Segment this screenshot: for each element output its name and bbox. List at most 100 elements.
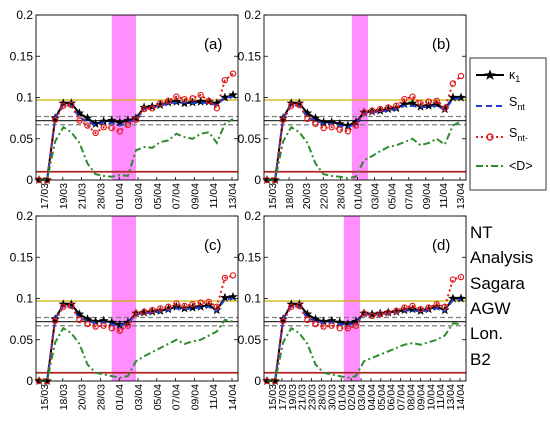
panel-label: (d) — [432, 237, 450, 254]
point-circle — [304, 316, 311, 324]
ytick-label: 0 — [26, 173, 33, 187]
point-circle — [441, 303, 449, 310]
panel-b: 0 0.05 0.1 0.15 0.2 15/03 18/03 20/03 22/03 28/03… — [238, 8, 467, 209]
point-circle — [221, 274, 229, 282]
xtick-label: 05/04 — [152, 384, 164, 410]
shaded-period — [343, 216, 360, 381]
xtick-label: 21/03 — [297, 384, 309, 410]
point-star — [179, 303, 190, 313]
legend-label-snt-minus: Snt- — [509, 126, 528, 143]
point-circle — [279, 317, 287, 324]
point-circle — [328, 123, 335, 131]
xtick-label: 22/03 — [318, 183, 330, 209]
ytick-label: 0.05 — [238, 132, 262, 146]
ytick-label: 0 — [254, 173, 261, 187]
point-circle — [336, 325, 343, 332]
point-star — [42, 376, 52, 385]
point-star — [310, 314, 321, 324]
xtick-label: 11/04 — [435, 384, 447, 410]
xtick-label: 01/04 — [114, 384, 126, 410]
xtick-label: 21/03 — [77, 183, 89, 209]
xtick-label: 09/04 — [421, 183, 433, 209]
legend-label-d: <D> — [509, 159, 533, 173]
xtick-label: 28/03 — [95, 183, 107, 209]
series-line-D — [267, 120, 462, 181]
series-line-Snt — [39, 274, 234, 382]
xtick-label: 03/04 — [133, 183, 145, 209]
point-circle — [409, 302, 416, 310]
xtick-label: 08/04 — [406, 384, 418, 410]
point-circle — [288, 102, 295, 109]
point-circle — [360, 310, 368, 317]
xtick-label: 28/03 — [316, 384, 328, 410]
ytick-label: 0 — [254, 374, 261, 388]
xtick-label: 15/03 — [267, 183, 279, 209]
point-circle — [84, 122, 91, 129]
point-circle — [181, 302, 188, 310]
point-star — [335, 118, 345, 128]
xtick-label: 23/03 — [307, 384, 319, 410]
point-circle — [417, 100, 424, 107]
point-star — [171, 96, 182, 106]
point-star — [82, 314, 93, 324]
xtick-label: 05/04 — [376, 384, 388, 410]
point-circle — [229, 70, 237, 77]
legend-marker-circle — [486, 133, 494, 141]
point-star — [187, 97, 198, 107]
point-star — [228, 90, 238, 100]
ytick-label: 0.1 — [244, 91, 261, 105]
info-label-b2: B2 — [470, 350, 491, 369]
xtick-label: 07/04 — [171, 183, 183, 209]
point-star — [318, 316, 329, 326]
series-line-D — [39, 118, 234, 181]
point-circle — [288, 303, 295, 310]
info-labels: NT Analysis Sagara AGW Lon. B2 — [470, 223, 533, 369]
shaded-period — [111, 216, 136, 381]
xtick-label: 17/03 — [39, 183, 51, 209]
plot-area — [36, 216, 238, 381]
xtick-label: 14/04 — [227, 384, 239, 410]
point-star — [42, 175, 52, 184]
point-star — [423, 100, 434, 110]
ytick-label: 0 — [26, 374, 33, 388]
point-circle — [157, 305, 164, 312]
point-circle — [165, 303, 172, 310]
point-circle — [213, 105, 221, 112]
info-label-analysis: Analysis — [470, 248, 533, 267]
point-circle — [173, 93, 180, 100]
axes-frame — [35, 14, 239, 181]
point-circle — [352, 322, 360, 329]
xtick-label: 04/04 — [366, 384, 378, 410]
ytick-label: 0.2 — [244, 8, 261, 22]
xtick-label: 19/03 — [58, 183, 70, 209]
point-star — [115, 319, 125, 329]
point-circle — [312, 120, 319, 128]
point-star — [220, 92, 230, 102]
point-star — [163, 97, 174, 107]
point-star — [90, 118, 101, 128]
point-star — [270, 175, 280, 184]
point-circle — [116, 327, 124, 334]
axes-frame — [35, 215, 239, 382]
point-circle — [124, 121, 132, 128]
point-circle — [296, 302, 303, 310]
point-circle — [352, 122, 360, 129]
point-circle — [368, 312, 376, 320]
point-star — [302, 108, 313, 118]
xtick-label: 28/03 — [335, 183, 347, 209]
point-circle — [433, 97, 440, 105]
ytick-label: 0.2 — [16, 8, 33, 22]
point-star — [456, 92, 466, 102]
point-star — [123, 115, 133, 125]
xtick-label: 11/04 — [208, 384, 220, 410]
point-circle — [51, 116, 59, 123]
xtick-label: 07/04 — [404, 183, 416, 209]
shaded-period — [111, 15, 136, 180]
point-circle — [376, 105, 384, 113]
xtick-label: 13/04 — [455, 183, 467, 209]
point-circle — [385, 104, 392, 111]
point-star — [359, 107, 369, 117]
point-star — [98, 116, 109, 126]
xtick-label: 09/04 — [189, 183, 201, 209]
xtick-label: 01/04 — [336, 384, 348, 410]
